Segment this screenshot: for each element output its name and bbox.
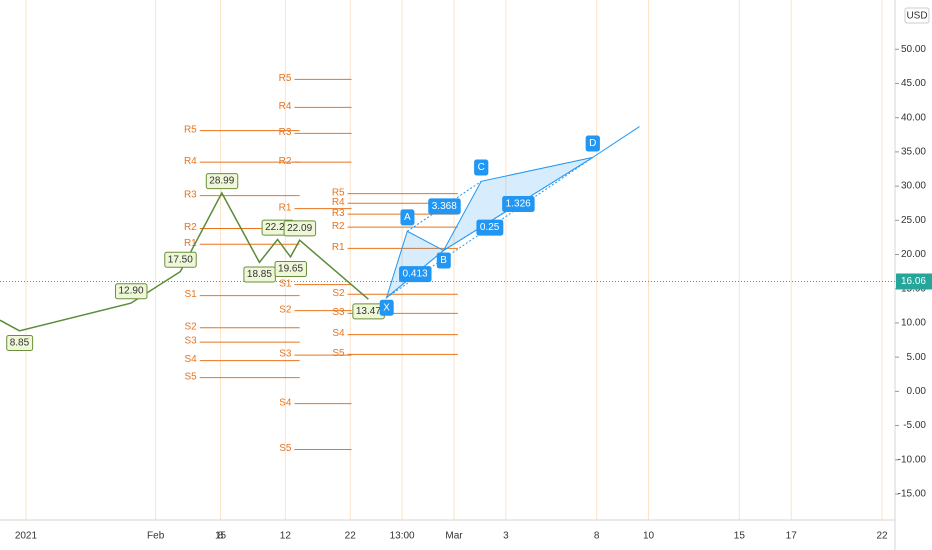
x-tick-label: 8 [218, 531, 224, 542]
pattern-ratio-label-box [502, 196, 535, 213]
pattern-point-label: A [404, 212, 411, 223]
pivot-value-label: 28.99 [209, 176, 234, 187]
x-tick-label: Mar [445, 531, 463, 542]
pivot-value-label: 17.50 [168, 254, 193, 265]
y-tick-label: 50.00 [901, 44, 926, 55]
x-tick-label: 10 [643, 531, 655, 542]
pivot-label: R5 [332, 187, 345, 198]
x-tick-label: 22 [876, 531, 888, 542]
pivot-label: S4 [279, 397, 292, 408]
x-tick-label: 22 [345, 531, 357, 542]
pivot-label: R2 [279, 156, 292, 167]
currency-label: USD [906, 11, 927, 22]
pivot-label: S3 [185, 336, 198, 347]
pivot-label: R4 [279, 101, 292, 112]
pivot-label: R1 [279, 202, 292, 213]
pattern-point-label-box [379, 299, 394, 316]
pivot-label: R2 [184, 222, 197, 233]
pivot-label: R3 [279, 127, 292, 138]
pattern-point-label: D [589, 138, 596, 149]
pivot-label: R4 [332, 197, 345, 208]
pattern-ratio-label-box [476, 219, 504, 236]
x-tick-label: 13:00 [390, 531, 415, 542]
price-line [0, 191, 369, 332]
pivot-label: S4 [332, 328, 345, 339]
pivot-value-label-box [164, 251, 197, 268]
y-tick-label: -15.00 [898, 489, 927, 500]
pattern-ratio-label-box [428, 198, 461, 215]
pattern-ratio-label: 0.25 [480, 222, 500, 233]
y-tick-label: 5.00 [907, 352, 927, 363]
last-price-label: 16.06 [901, 276, 926, 287]
pattern-projection [592, 126, 640, 158]
pivot-value-label: 12.90 [118, 286, 143, 297]
currency-badge [904, 7, 930, 24]
pattern-point-label-box [400, 209, 415, 226]
pattern-point-label: C [478, 162, 485, 173]
x-tick-label: 15 [215, 531, 227, 542]
y-tick-label: -5.00 [903, 420, 926, 431]
pivot-value-label: 22.20 [265, 222, 290, 233]
y-tick-label: 40.00 [901, 112, 926, 123]
x-tick-label: 3 [503, 531, 509, 542]
pattern-ratio-label: 0.413 [403, 269, 428, 280]
y-tick-label: 20.00 [901, 249, 926, 260]
pivot-label: S5 [185, 371, 198, 382]
x-tick-label: Feb [147, 531, 165, 542]
pivot-label: S3 [332, 307, 345, 318]
y-tick-label: 10.00 [901, 318, 926, 329]
pattern-ratio-label-box [399, 266, 432, 283]
pivot-label: S2 [279, 304, 292, 315]
pattern-ratio-label: 1.326 [506, 199, 531, 210]
pivot-label: R1 [184, 238, 197, 249]
pivot-label: S1 [185, 289, 198, 300]
pivot-label: R4 [184, 156, 197, 167]
pattern-point-label-box [474, 159, 489, 176]
y-tick-label: 0.00 [907, 386, 927, 397]
pivot-value-label-box [205, 173, 239, 190]
pivot-value-label: 19.65 [278, 264, 303, 275]
pivot-value-label: 13.47 [356, 306, 381, 317]
pivot-label: R3 [184, 189, 197, 200]
pivot-label: S2 [185, 321, 198, 332]
pivot-value-label: 18.85 [247, 269, 272, 280]
pattern-point-label-box [436, 252, 451, 269]
pivot-label: S1 [279, 278, 292, 289]
y-tick-label: 45.00 [901, 78, 926, 89]
pattern-ratio-line [443, 156, 594, 251]
pivot-value-label-box [114, 283, 148, 300]
pivot-value-label-box [274, 261, 307, 278]
pattern-point-label: X [383, 302, 390, 313]
pivot-value-label: 22.09 [287, 223, 312, 234]
pivot-value-label: 8.85 [10, 337, 30, 348]
pivot-label: S4 [185, 354, 198, 365]
pivot-label: S5 [279, 443, 292, 454]
pivot-label: R2 [332, 221, 345, 232]
pivot-label: S2 [332, 288, 345, 299]
pivot-label: S3 [279, 349, 292, 360]
x-tick-label: 17 [786, 531, 798, 542]
x-tick-label: 12 [280, 531, 292, 542]
pattern-point-label: B [440, 255, 447, 266]
y-tick-label: 30.00 [901, 181, 926, 192]
pivot-label: R3 [332, 208, 345, 219]
y-tick-label: 35.00 [901, 147, 926, 158]
last-price-badge [896, 273, 932, 290]
pattern-ratio-label: 3.368 [432, 201, 457, 212]
x-tick-label: 8 [594, 531, 600, 542]
pivot-value-label-box [283, 220, 317, 237]
y-tick-label: -10.00 [898, 454, 927, 465]
x-tick-label: 15 [734, 531, 746, 542]
pivot-value-label-box [6, 334, 34, 351]
pivot-label: S5 [332, 348, 345, 359]
x-tick-label: 2021 [15, 531, 38, 542]
pattern-point-label-box [585, 135, 600, 152]
pivot-label: R5 [184, 124, 197, 135]
pivot-label: R1 [332, 242, 345, 253]
pivot-label: R5 [279, 73, 292, 84]
y-tick-label: 25.00 [901, 215, 926, 226]
